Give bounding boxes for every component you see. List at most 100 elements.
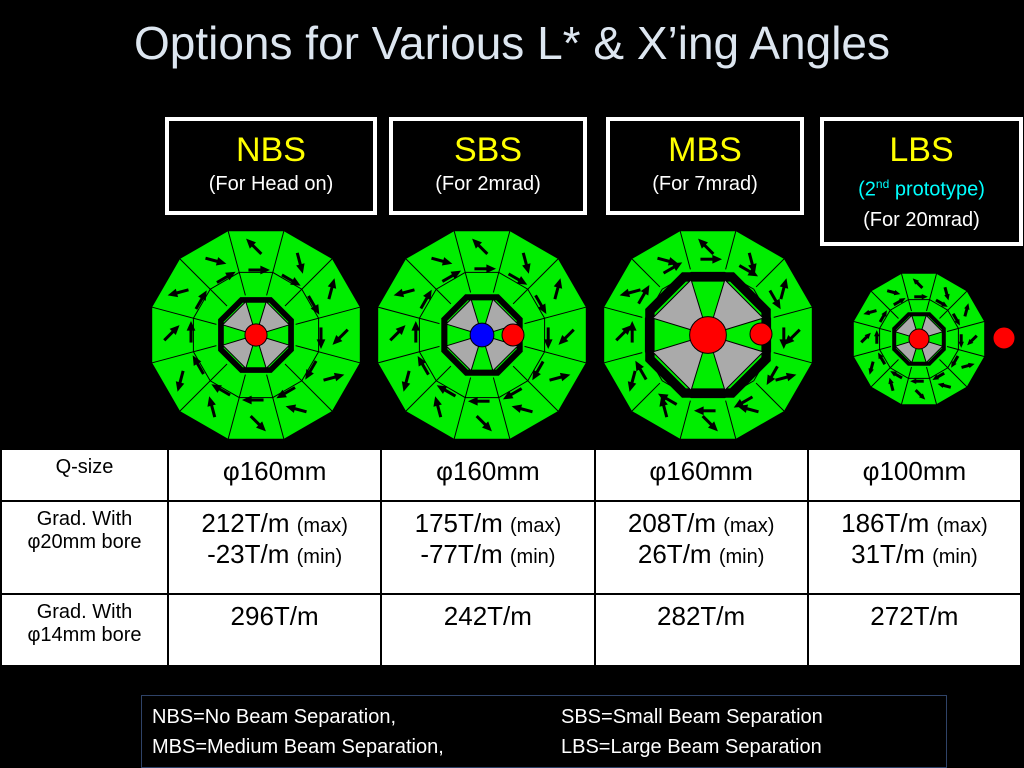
arrow-head xyxy=(486,264,497,274)
cell-line: 175T/m (max) xyxy=(384,508,591,539)
arrow-head xyxy=(890,371,897,377)
segment-line xyxy=(524,345,587,364)
arrow-head xyxy=(207,396,216,407)
arrow-head xyxy=(888,377,894,385)
cell-line: 186T/m (max) xyxy=(811,508,1018,539)
arrow-head xyxy=(708,421,718,432)
cell-value: 212T/m xyxy=(201,508,290,538)
arrow-head xyxy=(305,369,314,380)
segment-line xyxy=(295,345,361,364)
arrow-head xyxy=(186,320,196,331)
pole-piece xyxy=(651,278,709,336)
row-header: Grad. With φ14mm bore xyxy=(0,593,169,667)
cell-line: 26T/m (min) xyxy=(598,539,805,570)
arrow-head xyxy=(733,399,745,408)
segment-line xyxy=(284,258,333,307)
segment-line xyxy=(853,320,892,332)
legend-box: NBS=No Beam Separation, SBS=Small Beam S… xyxy=(141,695,947,768)
arrow-head xyxy=(964,303,970,310)
segment-line xyxy=(900,366,912,405)
segment-line xyxy=(266,230,285,296)
cell-line: 208T/m (max) xyxy=(598,508,805,539)
segment-line xyxy=(151,345,217,364)
segment-line xyxy=(377,306,440,325)
segment-line xyxy=(179,258,228,307)
beam-pipe xyxy=(992,326,1016,350)
segment-line xyxy=(405,258,452,305)
arrow-head xyxy=(893,289,901,296)
cell-text: φ160mm xyxy=(436,456,540,486)
arrow-head xyxy=(627,381,637,392)
cell-line: 212T/m (max) xyxy=(171,508,378,539)
option-note: (For 20mrad) xyxy=(863,208,980,231)
table-cell: 282T/m xyxy=(593,593,809,667)
arrow-head xyxy=(436,385,448,394)
arrow-head xyxy=(912,278,919,285)
cell-note: (min) xyxy=(509,546,556,568)
arrow-head xyxy=(779,278,789,289)
cell-note: (max) xyxy=(510,515,562,537)
segment-line xyxy=(946,346,985,358)
arrow-head xyxy=(522,263,531,274)
segment-line xyxy=(853,346,892,358)
arrow-head xyxy=(779,339,789,350)
segment-line xyxy=(946,320,985,332)
option-box: SBS (For 2mrad) xyxy=(389,117,587,215)
arrow-head xyxy=(958,341,964,348)
arrow-head xyxy=(712,254,723,264)
option-box: LBS (2nd prototype) (For 20mrad) xyxy=(820,117,1023,246)
segment-line xyxy=(151,306,217,325)
arrow-head xyxy=(276,389,287,399)
pole-piece xyxy=(221,300,257,336)
arrow-head xyxy=(310,304,320,315)
segment-line xyxy=(453,230,472,293)
table-cell: φ100mm xyxy=(806,448,1023,502)
row-header-line: Q-size xyxy=(55,456,114,478)
arrow-head xyxy=(332,335,343,345)
segment-line xyxy=(492,377,511,440)
arrow-head xyxy=(532,369,541,381)
segment-line xyxy=(295,306,361,325)
arrow-head xyxy=(553,278,563,289)
segment-line xyxy=(725,230,737,270)
option-name: LBS xyxy=(889,131,954,169)
arrow-head xyxy=(175,381,185,392)
arrow-head xyxy=(693,406,704,416)
arrow-head xyxy=(640,284,650,296)
segment-line xyxy=(377,345,440,364)
option-note: (For Head on) xyxy=(208,173,334,195)
table-cell: 208T/m (max) 26T/m (min) xyxy=(593,500,809,595)
table-cell: 186T/m (max) 31T/m (min) xyxy=(806,500,1023,595)
arrow-head xyxy=(393,288,405,298)
arrow-head xyxy=(290,277,301,286)
cell-value: -77T/m xyxy=(420,539,503,569)
option-name: MBS xyxy=(668,131,742,169)
segment-line xyxy=(773,306,813,318)
segment-line xyxy=(926,273,938,312)
segment-line xyxy=(603,352,643,364)
table-cell: 296T/m xyxy=(166,593,383,667)
pole-piece xyxy=(445,334,483,372)
cell-text: 242T/m xyxy=(443,601,532,631)
arrow-head xyxy=(874,330,880,337)
segment-line xyxy=(679,230,691,270)
arrow-head xyxy=(558,335,569,345)
arrow-head xyxy=(868,368,874,375)
row-header-line: φ14mm bore xyxy=(27,624,142,646)
table-cell: φ160mm xyxy=(380,448,596,502)
arrow-head xyxy=(657,393,669,403)
segment-line xyxy=(179,363,228,412)
cell-line: -23T/m (min) xyxy=(171,539,378,570)
arrow-head xyxy=(401,381,411,392)
arrow-head xyxy=(621,325,632,335)
segment-line xyxy=(900,273,912,312)
segment-line xyxy=(512,365,559,412)
arrow-head xyxy=(785,372,797,382)
segment-line xyxy=(453,377,472,440)
arrow-head xyxy=(333,372,345,382)
text: prototype) xyxy=(889,178,985,201)
arrow-head xyxy=(627,320,637,331)
option-prototype: (2nd prototype) xyxy=(824,169,1019,205)
arrow-head xyxy=(968,362,975,369)
option-box: NBS (For Head on) xyxy=(165,117,377,215)
